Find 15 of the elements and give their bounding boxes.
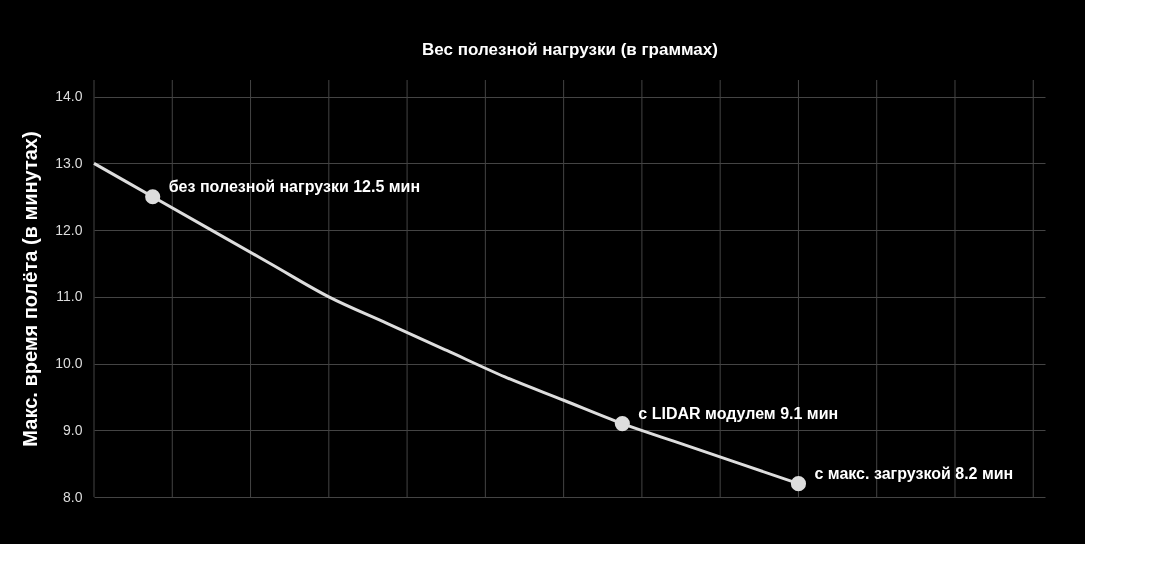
annotation: без полезной нагрузки 12.5 мин (168, 177, 421, 195)
y-tick-label: 12.0 (55, 221, 83, 238)
y-tick-label: 11.0 (56, 288, 83, 305)
y-tick-label: 9.0 (63, 421, 83, 438)
y-tick-label: 14.0 (55, 88, 83, 105)
point (145, 189, 161, 205)
annotation: с LIDAR модулем 9.1 мин (638, 404, 839, 422)
y-axis-title: Макс. время полёта (в минутах) (19, 131, 42, 447)
annotation: с макс. загрузкой 8.2 мин (814, 464, 1014, 482)
y-tick-label: 8.0 (63, 488, 83, 505)
x-axis-title: Вес полезной нагрузки (в граммах) (422, 39, 718, 59)
point (790, 476, 807, 492)
y-tick-label: 10.0 (55, 355, 83, 372)
point (614, 416, 630, 432)
y-tick-label: 13.0 (55, 154, 83, 171)
